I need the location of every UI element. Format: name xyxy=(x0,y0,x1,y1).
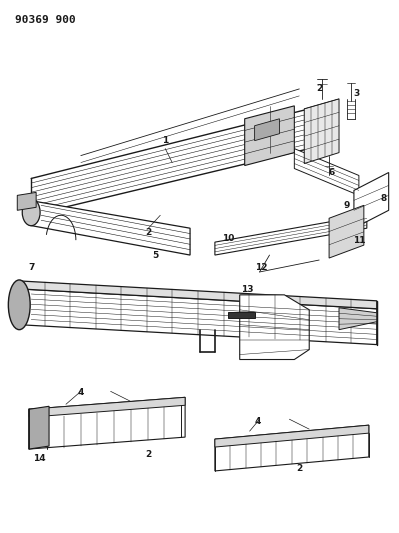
Polygon shape xyxy=(31,109,309,215)
Polygon shape xyxy=(304,99,339,164)
Text: 11: 11 xyxy=(353,236,365,245)
Polygon shape xyxy=(29,397,185,449)
Text: 9: 9 xyxy=(344,201,350,210)
Polygon shape xyxy=(215,215,367,255)
Polygon shape xyxy=(19,289,377,345)
Polygon shape xyxy=(255,119,279,141)
Polygon shape xyxy=(245,106,294,166)
Polygon shape xyxy=(29,200,190,255)
Text: 3: 3 xyxy=(354,90,360,99)
Polygon shape xyxy=(215,425,369,447)
Text: 5: 5 xyxy=(152,251,158,260)
Polygon shape xyxy=(228,312,255,318)
Text: 8: 8 xyxy=(381,194,387,203)
Text: 2: 2 xyxy=(296,464,302,473)
Polygon shape xyxy=(329,205,364,258)
Text: 1: 1 xyxy=(162,136,168,145)
Text: 6: 6 xyxy=(329,168,335,177)
Polygon shape xyxy=(29,397,185,417)
Text: 4: 4 xyxy=(255,417,261,426)
Ellipse shape xyxy=(8,280,30,330)
Ellipse shape xyxy=(22,199,40,225)
Text: 2: 2 xyxy=(145,228,152,237)
Text: 13: 13 xyxy=(241,285,254,294)
Polygon shape xyxy=(339,308,377,330)
Text: 4: 4 xyxy=(78,388,84,397)
Text: 2: 2 xyxy=(145,449,152,458)
Text: 10: 10 xyxy=(221,233,234,243)
Text: 2: 2 xyxy=(316,84,322,93)
Text: 12: 12 xyxy=(255,263,268,272)
Polygon shape xyxy=(19,281,377,309)
Polygon shape xyxy=(29,406,49,449)
Polygon shape xyxy=(294,149,359,196)
Polygon shape xyxy=(354,173,389,228)
Polygon shape xyxy=(215,425,369,471)
Text: 7: 7 xyxy=(28,263,34,272)
Polygon shape xyxy=(240,295,309,360)
Text: 90369 900: 90369 900 xyxy=(15,15,76,25)
Text: 14: 14 xyxy=(33,455,45,464)
Polygon shape xyxy=(17,192,36,211)
